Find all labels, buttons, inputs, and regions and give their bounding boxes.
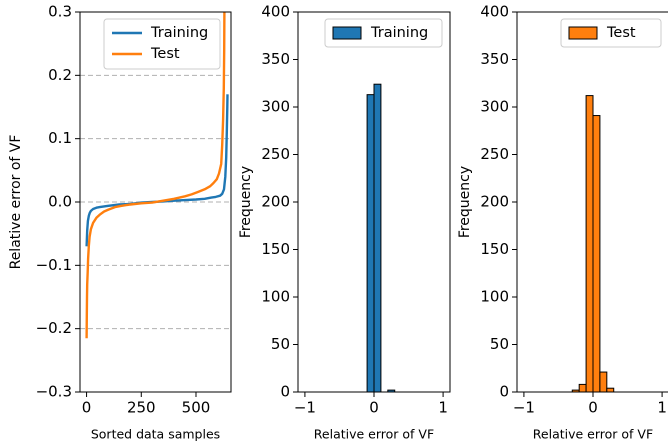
x-tick-label: −1 bbox=[294, 399, 316, 417]
y-tick-label: 400 bbox=[261, 3, 290, 21]
y-tick-label: 0.2 bbox=[48, 66, 72, 84]
histogram-bar bbox=[585, 95, 594, 393]
legend-box bbox=[103, 18, 221, 70]
histogram-bar bbox=[599, 371, 608, 393]
x-tick-label: 0 bbox=[82, 399, 92, 417]
x-tick-label: 500 bbox=[182, 399, 211, 417]
x-tick-label: 0 bbox=[369, 399, 379, 417]
y-tick-label: 150 bbox=[480, 240, 509, 258]
y-tick-label: 0.0 bbox=[48, 193, 72, 211]
legend-box bbox=[324, 18, 443, 48]
legend-label: Test bbox=[606, 25, 636, 41]
y-tick-label: 100 bbox=[261, 288, 290, 306]
x-axis-label: Relative error of VF bbox=[533, 427, 653, 442]
legend-box bbox=[560, 18, 662, 48]
y-tick-label: −0.1 bbox=[36, 256, 72, 274]
x-axis-label: Relative error of VF bbox=[314, 427, 434, 442]
series-line-test bbox=[85, 11, 226, 339]
histogram-bar bbox=[366, 94, 375, 393]
y-tick-label: −0.2 bbox=[36, 319, 72, 337]
histogram-bar bbox=[578, 383, 587, 393]
y-tick-label: 50 bbox=[271, 335, 290, 353]
chart-panel-1: −0.3 −0.2 −0.1 0.0 0.1 0.2 0.3 0 250 500 Sorted da… bbox=[8, 3, 232, 442]
y-axis-label: Relative error of VF bbox=[8, 135, 24, 270]
y-tick-label: 250 bbox=[261, 145, 290, 163]
legend-label: Training bbox=[370, 25, 428, 41]
y-tick-label: 200 bbox=[261, 193, 290, 211]
histogram-bar bbox=[606, 387, 615, 393]
y-axis-label: Frequency bbox=[457, 166, 473, 238]
legend-swatch bbox=[568, 26, 598, 40]
y-tick-label: 0.3 bbox=[48, 3, 72, 21]
y-tick-label: 350 bbox=[480, 50, 509, 68]
y-tick-label: 250 bbox=[480, 145, 509, 163]
y-tick-label: −0.3 bbox=[36, 383, 72, 401]
legend-label: Training bbox=[150, 25, 208, 41]
x-tick-label: −1 bbox=[513, 399, 535, 417]
x-tick-label: 250 bbox=[127, 399, 156, 417]
histogram-bar bbox=[592, 115, 601, 393]
y-tick-label: 100 bbox=[480, 288, 509, 306]
x-tick-label: 0 bbox=[588, 399, 598, 417]
y-tick-label: 150 bbox=[261, 240, 290, 258]
x-axis-label: Sorted data samples bbox=[91, 427, 220, 442]
y-tick-label: 0.1 bbox=[48, 129, 72, 147]
legend-swatch bbox=[332, 26, 362, 40]
y-tick-label: 50 bbox=[490, 335, 509, 353]
x-tick-label: 1 bbox=[657, 399, 667, 417]
y-tick-label: 0 bbox=[280, 383, 290, 401]
histogram-bar bbox=[373, 83, 382, 393]
y-axis-label: Frequency bbox=[238, 166, 254, 238]
y-tick-label: 400 bbox=[480, 3, 509, 21]
legend-label: Test bbox=[150, 46, 180, 62]
y-tick-label: 350 bbox=[261, 50, 290, 68]
y-tick-label: 300 bbox=[261, 98, 290, 116]
y-tick-label: 300 bbox=[480, 98, 509, 116]
x-tick-label: 1 bbox=[438, 399, 448, 417]
series-line-training bbox=[85, 94, 229, 247]
y-tick-label: 200 bbox=[480, 193, 509, 211]
y-tick-label: 0 bbox=[499, 383, 509, 401]
